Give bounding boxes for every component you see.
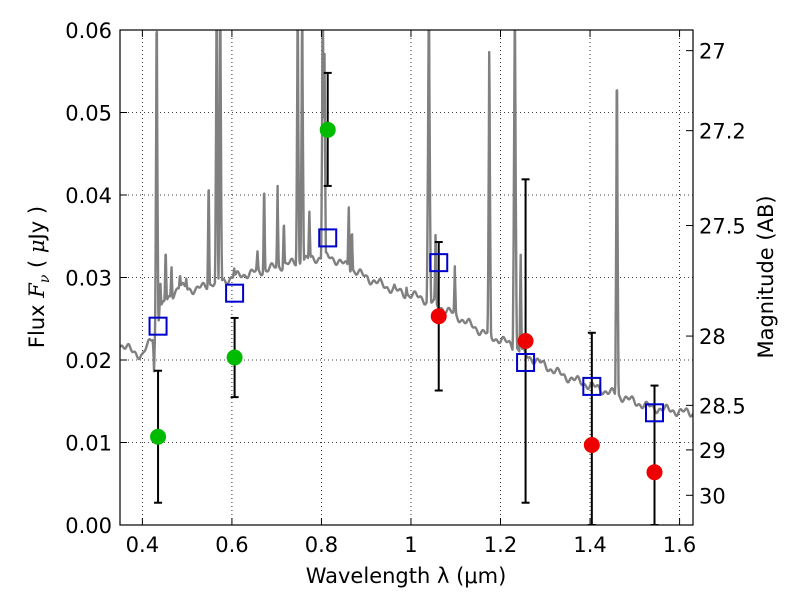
model-spectrum: [120, 30, 693, 418]
ticks: 0.4 0.6 0.8 1 1.2 1.4 1.6 0.00 0.01 0.02 0.03 0.04 0…: [65, 19, 746, 557]
observed-point-red: [583, 436, 600, 453]
observed-point-red: [430, 308, 447, 325]
y-tick-label: 0.03: [65, 267, 112, 291]
x-tick-label: 1.6: [663, 533, 696, 557]
y-tick-label: 0.01: [65, 432, 112, 456]
right-tick-label: 27.2: [699, 120, 746, 144]
observed-point-green: [319, 121, 336, 138]
model-square: [429, 253, 449, 273]
right-tick-label: 29: [699, 439, 726, 463]
model-photometry-points: [148, 228, 665, 423]
right-tick-label: 30: [699, 484, 726, 508]
observed-point-green: [226, 349, 243, 366]
model-square: [516, 352, 536, 372]
y-tick-label: 0.05: [65, 102, 112, 126]
model-square: [225, 283, 245, 303]
x-axis-title: Wavelength λ (μm): [306, 564, 507, 588]
x-tick-label: 0.6: [215, 533, 248, 557]
x-tick-label: 1.2: [484, 533, 517, 557]
right-axis-title: Magnitude (AB): [754, 195, 778, 358]
observed-point-red: [646, 464, 663, 481]
y-tick-label: 0.06: [65, 19, 112, 43]
model-square: [148, 316, 168, 336]
y-tick-label: 0.02: [65, 349, 112, 373]
right-tick-label: 28.5: [699, 394, 746, 418]
observed-point-red: [517, 333, 534, 350]
plot-background: [120, 30, 693, 525]
right-tick-label: 27.5: [699, 215, 746, 239]
x-tick-label: 0.8: [305, 533, 338, 557]
x-tick-label: 0.4: [126, 533, 159, 557]
right-tick-label: 27: [699, 40, 726, 64]
y-axis-title: Flux Fν ( μJy ): [25, 206, 53, 348]
spectrum-line: [120, 30, 693, 418]
y-tick-label: 0.00: [65, 514, 112, 538]
observed-photometry-points: [150, 121, 663, 481]
model-square: [645, 403, 665, 423]
model-square: [318, 228, 338, 248]
model-square: [582, 376, 602, 396]
right-tick-label: 28: [699, 325, 726, 349]
y-tick-label: 0.04: [65, 184, 112, 208]
observed-point-green: [150, 428, 167, 445]
x-tick-label: 1.4: [573, 533, 606, 557]
x-tick-label: 1: [404, 533, 417, 557]
